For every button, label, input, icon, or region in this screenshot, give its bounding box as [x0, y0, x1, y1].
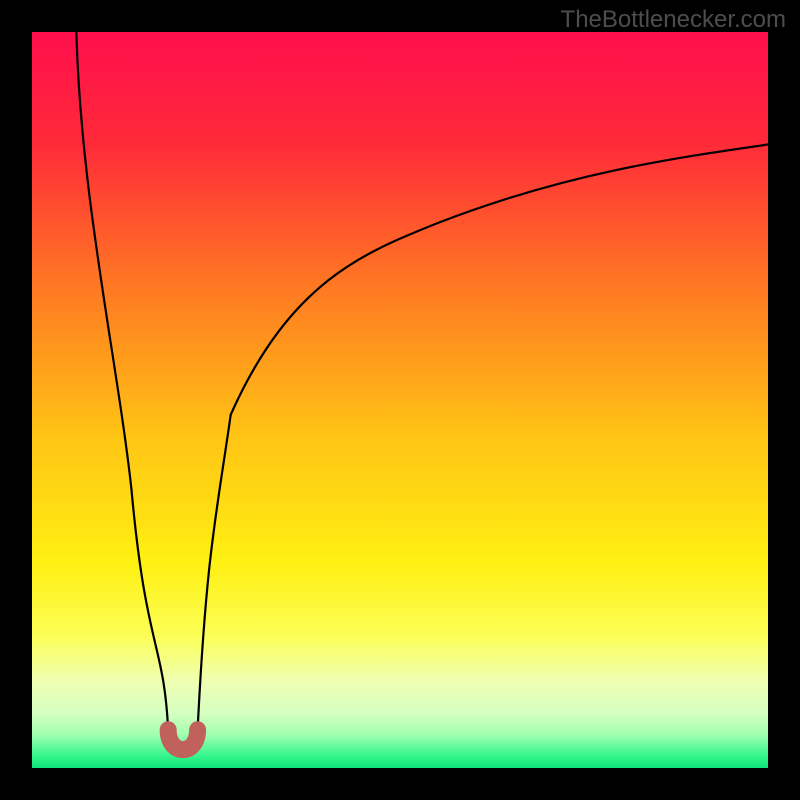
chart-background-gradient	[32, 32, 768, 768]
chart-wrapper: TheBottlenecker.com	[0, 0, 800, 800]
bottleneck-chart	[0, 0, 800, 800]
watermark-text: TheBottlenecker.com	[561, 6, 786, 34]
